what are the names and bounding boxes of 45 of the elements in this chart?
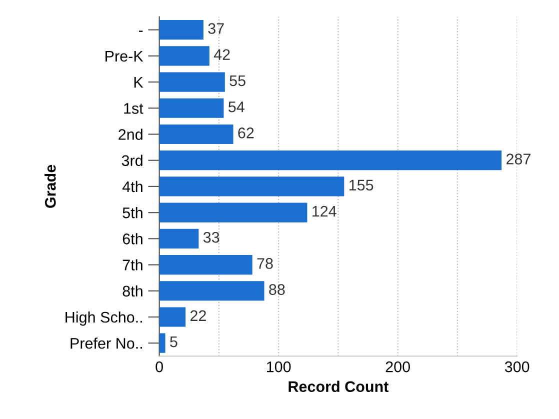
y-tick-label: Pre-K xyxy=(106,50,144,62)
y-tick-label: K xyxy=(134,77,144,88)
data-label: 88 xyxy=(269,284,285,295)
bar xyxy=(159,254,252,275)
y-tick-label: High Scho.. xyxy=(66,311,142,326)
data-label: 55 xyxy=(230,75,246,86)
y-axis-title: Grade xyxy=(44,164,56,208)
y-tick-label: 8th xyxy=(122,285,142,297)
y-tick-label: 6th xyxy=(122,233,142,244)
bar xyxy=(159,46,210,66)
bar xyxy=(159,150,502,170)
y-tick-label: 3rd xyxy=(122,154,142,166)
data-label: 78 xyxy=(257,258,273,269)
data-label: 287 xyxy=(506,154,530,164)
data-label: 155 xyxy=(349,180,374,191)
data-label: 33 xyxy=(203,232,220,243)
x-tick-label: 200 xyxy=(386,361,410,372)
y-tick-label: 7th xyxy=(122,259,142,270)
x-tick-label: 100 xyxy=(266,361,291,372)
data-label: 5 xyxy=(170,336,178,348)
y-tick-label: Prefer No.. xyxy=(70,338,142,349)
data-label: 124 xyxy=(312,206,336,217)
y-tick-label: 2nd xyxy=(118,128,142,140)
y-tick-label: 1st xyxy=(124,103,144,114)
x-axis-title: Record Count xyxy=(288,380,389,392)
y-tick-label: 5th xyxy=(122,207,142,218)
bar xyxy=(159,202,308,222)
bar xyxy=(159,20,204,40)
data-label: 54 xyxy=(228,102,244,112)
bar xyxy=(159,228,199,248)
bar xyxy=(159,307,186,327)
bar xyxy=(159,72,225,92)
x-tick-label: 0 xyxy=(156,361,163,372)
bar xyxy=(159,333,166,353)
data-label: 37 xyxy=(208,23,224,34)
y-tick-label: 4th xyxy=(122,180,142,192)
data-label: 42 xyxy=(214,49,230,60)
data-label: 22 xyxy=(190,310,206,321)
bar xyxy=(159,124,234,144)
bar xyxy=(159,281,264,301)
data-label: 62 xyxy=(238,128,254,138)
x-tick-label: 300 xyxy=(504,361,530,372)
bar xyxy=(159,176,344,196)
bar xyxy=(159,98,224,118)
y-tick-label: - xyxy=(138,30,143,32)
